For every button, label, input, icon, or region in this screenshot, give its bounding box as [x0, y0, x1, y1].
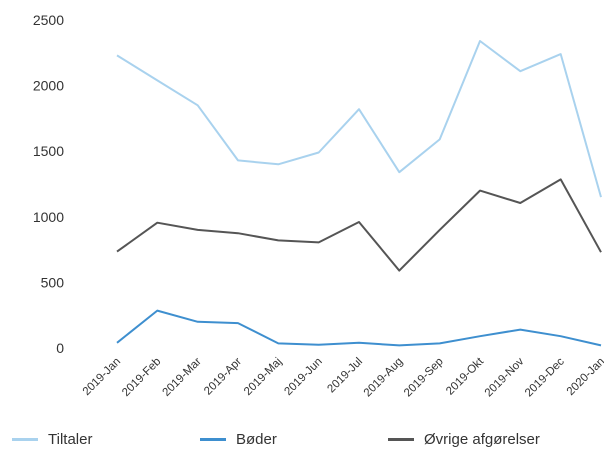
series-line-1: [116, 309, 602, 347]
x-tick-label: 2019-Jul: [325, 356, 365, 396]
legend-label: Øvrige afgørelser: [424, 430, 540, 448]
y-tick-label: 1000: [33, 209, 64, 225]
x-tick-label: 2019-Jan: [81, 356, 123, 398]
x-tick-label: 2019-Apr: [202, 356, 244, 398]
legend-item: Bøder: [200, 428, 277, 450]
x-axis: 2019-Jan2019-Feb2019-Mar2019-Apr2019-Maj…: [81, 355, 604, 399]
legend-label: Bøder: [236, 430, 277, 448]
y-tick-label: 1500: [33, 143, 64, 159]
x-tick-label: 2019-Maj: [242, 356, 284, 398]
legend-label: Tiltaler: [48, 430, 93, 448]
y-tick-label: 0: [56, 340, 64, 356]
y-tick-label: 500: [41, 274, 65, 290]
y-tick-label: 2500: [33, 12, 64, 28]
x-tick-label: 2019-Dec: [523, 355, 567, 399]
x-tick-label: 2019-Mar: [160, 356, 203, 399]
series-line-2: [116, 178, 602, 272]
x-tick-label: 2019-Okt: [444, 355, 487, 398]
x-tick-label: 2020-Jan: [565, 356, 604, 398]
x-tick-label: 2019-Nov: [483, 355, 527, 399]
legend: Tiltaler Bøder Øvrige afgørelser: [0, 428, 604, 452]
legend-item: Tiltaler: [12, 428, 92, 450]
legend-item: Øvrige afgørelser: [388, 428, 540, 450]
x-tick-label: 2019-Feb: [120, 356, 163, 399]
y-axis: 0 500 1000 1500 2000 2500: [33, 12, 64, 356]
legend-swatch: [12, 437, 38, 441]
x-tick-label: 2019-Aug: [362, 356, 406, 400]
y-tick-label: 2000: [33, 78, 64, 94]
series-lines: [116, 40, 602, 347]
legend-swatch: [388, 437, 414, 441]
legend-swatch: [200, 437, 226, 441]
series-line-0: [116, 40, 602, 198]
x-tick-label: 2019-Sep: [402, 356, 446, 400]
x-tick-label: 2019-Jun: [282, 356, 324, 398]
